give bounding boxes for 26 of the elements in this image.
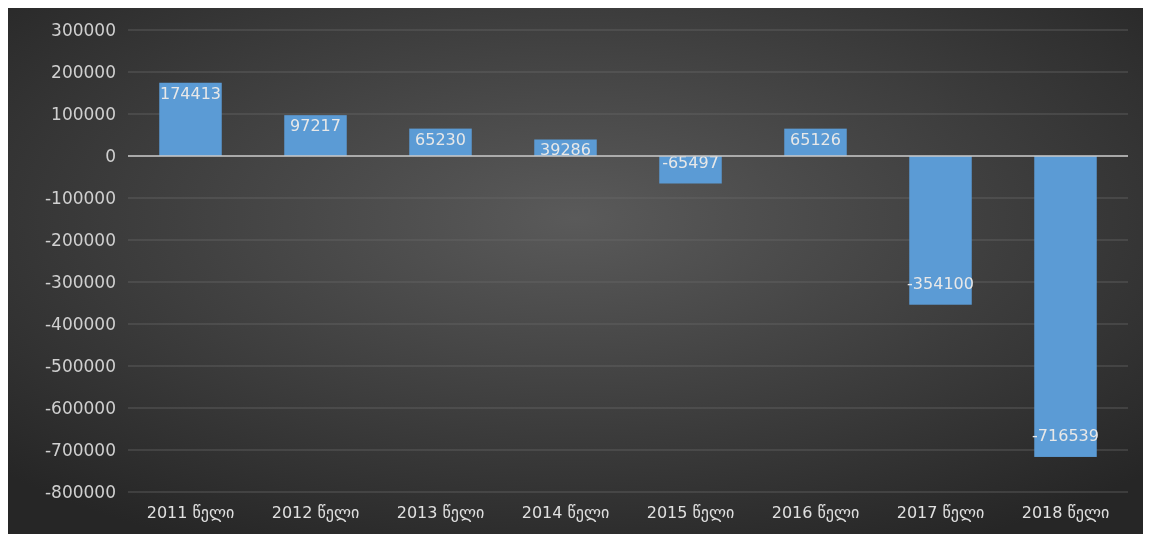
y-tick-label: -800000 [44, 481, 116, 502]
y-tick-label: -100000 [44, 187, 116, 208]
x-tick-label: 2014 წელი [521, 503, 610, 522]
x-tick-label: 2011 წელი [146, 503, 235, 522]
y-tick-label: 0 [105, 145, 116, 166]
y-tick-label: 200000 [51, 61, 116, 82]
data-label: 97217 [290, 116, 341, 136]
y-tick-label: -400000 [44, 313, 116, 334]
x-tick-label: 2012 წელი [271, 503, 360, 522]
y-tick-label: -300000 [44, 271, 116, 292]
y-tick-label: -200000 [44, 229, 116, 250]
x-tick-label: 2017 წელი [896, 503, 985, 522]
data-label: 174413 [159, 83, 222, 103]
y-tick-label: -500000 [44, 355, 116, 376]
x-tick-label: 2013 წელი [396, 503, 485, 522]
x-tick-label: 2015 წელი [646, 503, 735, 522]
data-label: -65497 [662, 152, 719, 172]
y-tick-label: -600000 [44, 397, 116, 418]
x-tick-label: 2016 წელი [771, 503, 860, 522]
data-label: 39286 [540, 140, 591, 160]
data-label: 65230 [415, 129, 466, 149]
y-tick-label: -700000 [44, 439, 116, 460]
data-label: 65126 [790, 129, 841, 149]
y-tick-label: 100000 [51, 103, 116, 124]
x-tick-label: 2018 წელი [1021, 503, 1110, 522]
y-tick-label: 300000 [51, 19, 116, 40]
